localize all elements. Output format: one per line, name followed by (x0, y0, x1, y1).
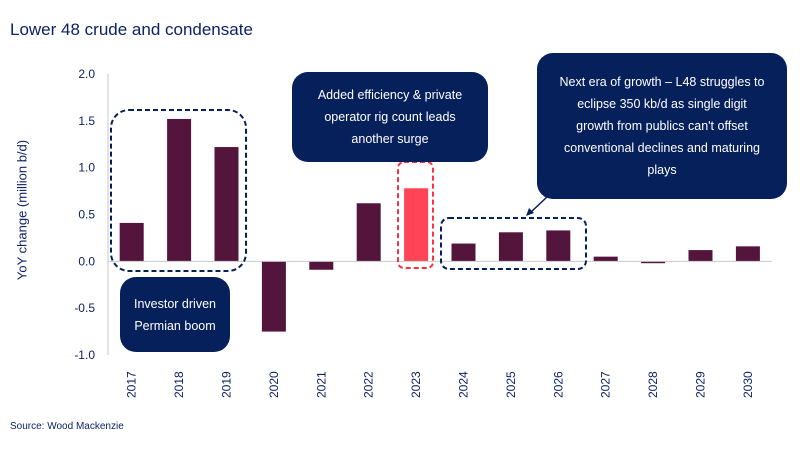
bar-2022 (356, 203, 381, 262)
x-tick-label: 2026 (551, 371, 565, 398)
bar-2021 (309, 261, 334, 270)
bar-2017 (119, 222, 144, 262)
arrow-head-icon (526, 208, 534, 216)
x-tick-label: 2018 (172, 371, 186, 398)
y-tick-label: -1.0 (74, 348, 95, 362)
y-tick-label: 1.0 (78, 161, 95, 175)
source-note: Source: Wood Mackenzie (10, 421, 124, 432)
x-tick-label: 2020 (267, 371, 281, 398)
x-tick-label: 2021 (314, 371, 328, 398)
y-tick-label: 2.0 (78, 67, 95, 81)
x-tick-label: 2028 (646, 371, 660, 398)
y-tick-label: -0.5 (74, 301, 95, 315)
highlight-box-2017-2019 (110, 109, 247, 272)
y-tick-label: 0.0 (78, 254, 95, 268)
annotation-investor-boom: Investor driven Permian boom (120, 277, 230, 352)
bar-2027 (593, 256, 618, 262)
x-tick-label: 2017 (125, 371, 139, 398)
chart-title: Lower 48 crude and condensate (10, 20, 253, 39)
x-tick-label: 2027 (599, 371, 613, 398)
bar-2023 (404, 188, 429, 262)
annotation-efficiency-surge: Added efficiency & private operator rig … (292, 72, 488, 162)
bar-2030 (735, 246, 760, 262)
y-tick-label: 1.5 (78, 114, 95, 128)
bar-2025 (498, 232, 523, 262)
annotation-arrow (529, 195, 549, 214)
x-tick-label: 2025 (504, 371, 518, 398)
x-tick-label: 2024 (457, 371, 471, 398)
x-tick-label: 2022 (362, 371, 376, 398)
x-tick-label: 2030 (741, 371, 755, 398)
y-tick-label: 0.5 (78, 208, 95, 222)
bar-2024 (451, 243, 476, 262)
bar-2019 (214, 147, 239, 262)
x-tick-label: 2029 (694, 371, 708, 398)
x-tick-label: 2023 (409, 371, 423, 398)
bar-2018 (167, 118, 192, 262)
bar-2026 (546, 230, 571, 262)
highlight-box-2024-2026 (440, 217, 587, 270)
highlight-box-2023 (397, 161, 434, 269)
bar-2020 (261, 261, 286, 332)
annotation-next-era: Next era of growth – L48 struggles to ec… (537, 53, 787, 199)
x-tick-label: 2019 (220, 371, 234, 398)
bar-2028 (641, 261, 666, 264)
bar-2029 (688, 250, 713, 262)
